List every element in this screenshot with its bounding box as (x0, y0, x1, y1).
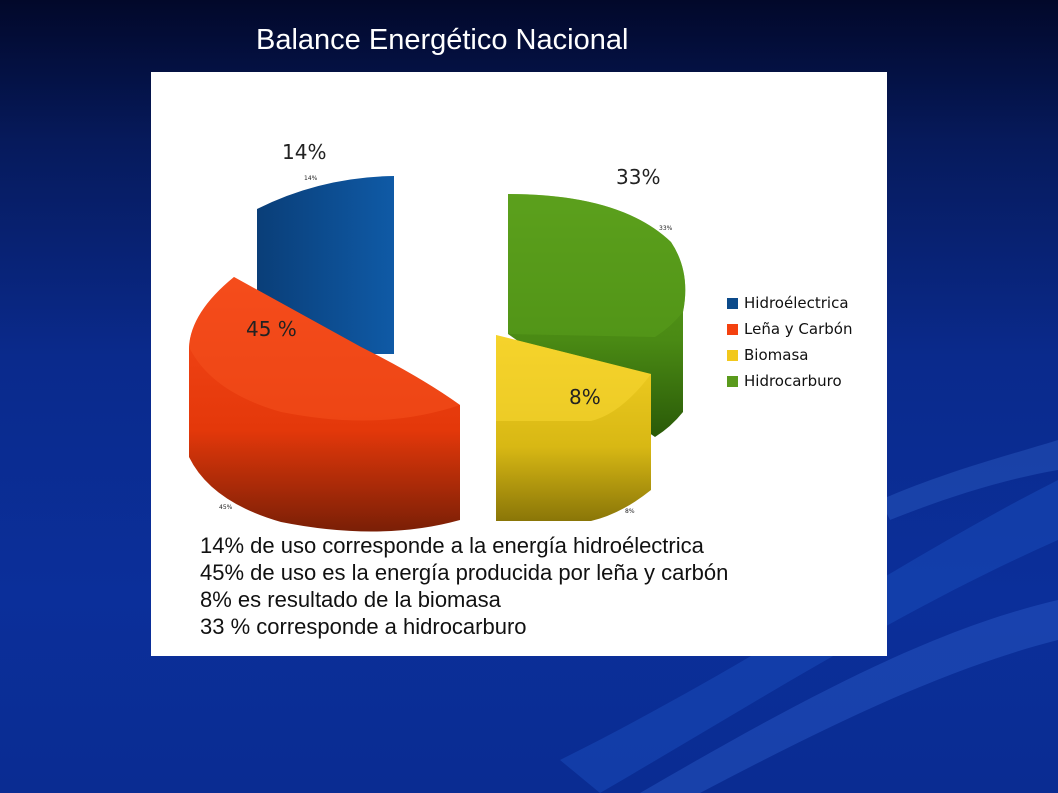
data-label-hidrocarburo: 33% (616, 165, 661, 189)
legend-label: Biomasa (744, 346, 809, 364)
legend-item-hidrocarburo: Hidrocarburo (727, 368, 852, 394)
legend-item-hidroelectrica: Hidroélectrica (727, 290, 852, 316)
legend-label: Hidroélectrica (744, 294, 849, 312)
legend-item-biomasa: Biomasa (727, 342, 852, 368)
note-line: 33 % corresponde a hidrocarburo (200, 614, 527, 639)
legend-swatch (727, 349, 738, 361)
legend-label: Hidrocarburo (744, 372, 842, 390)
pie-chart (189, 176, 686, 532)
note-line: 45% de uso es la energía producida por l… (200, 560, 729, 585)
small-label-hidrocarburo: 33% (659, 225, 673, 232)
pie-slice-biomasa-top (496, 335, 651, 421)
legend-swatch (727, 323, 738, 335)
legend-item-lena-carbon: Leña y Carbón (727, 316, 852, 342)
pie-slice-hidrocarburo-top (508, 194, 686, 337)
data-label-lena-carbon: 45 % (246, 317, 297, 341)
note-line: 14% de uso corresponde a la energía hidr… (200, 533, 704, 558)
legend-swatch (727, 375, 738, 387)
chart-legend: Hidroélectrica Leña y Carbón Biomasa Hid… (727, 290, 852, 394)
note-line: 8% es resultado de la biomasa (200, 587, 501, 612)
chart-panel: 14% 45 % 8% 33% 14% 45% 8% 33% Hidroélec… (151, 72, 887, 656)
small-label-hidroelectrica: 14% (304, 175, 318, 182)
small-label-lena-carbon: 45% (219, 504, 233, 511)
slide-title: Balance Energético Nacional (256, 24, 629, 56)
data-label-hidroelectrica: 14% (282, 140, 327, 164)
data-label-biomasa: 8% (569, 385, 601, 409)
small-label-biomasa: 8% (625, 508, 635, 515)
legend-label: Leña y Carbón (744, 320, 853, 338)
pie-slice-lena-carbon-top (189, 277, 460, 421)
notes-list: 14% de uso corresponde a la energía hidr… (200, 532, 728, 640)
legend-swatch (727, 297, 738, 309)
